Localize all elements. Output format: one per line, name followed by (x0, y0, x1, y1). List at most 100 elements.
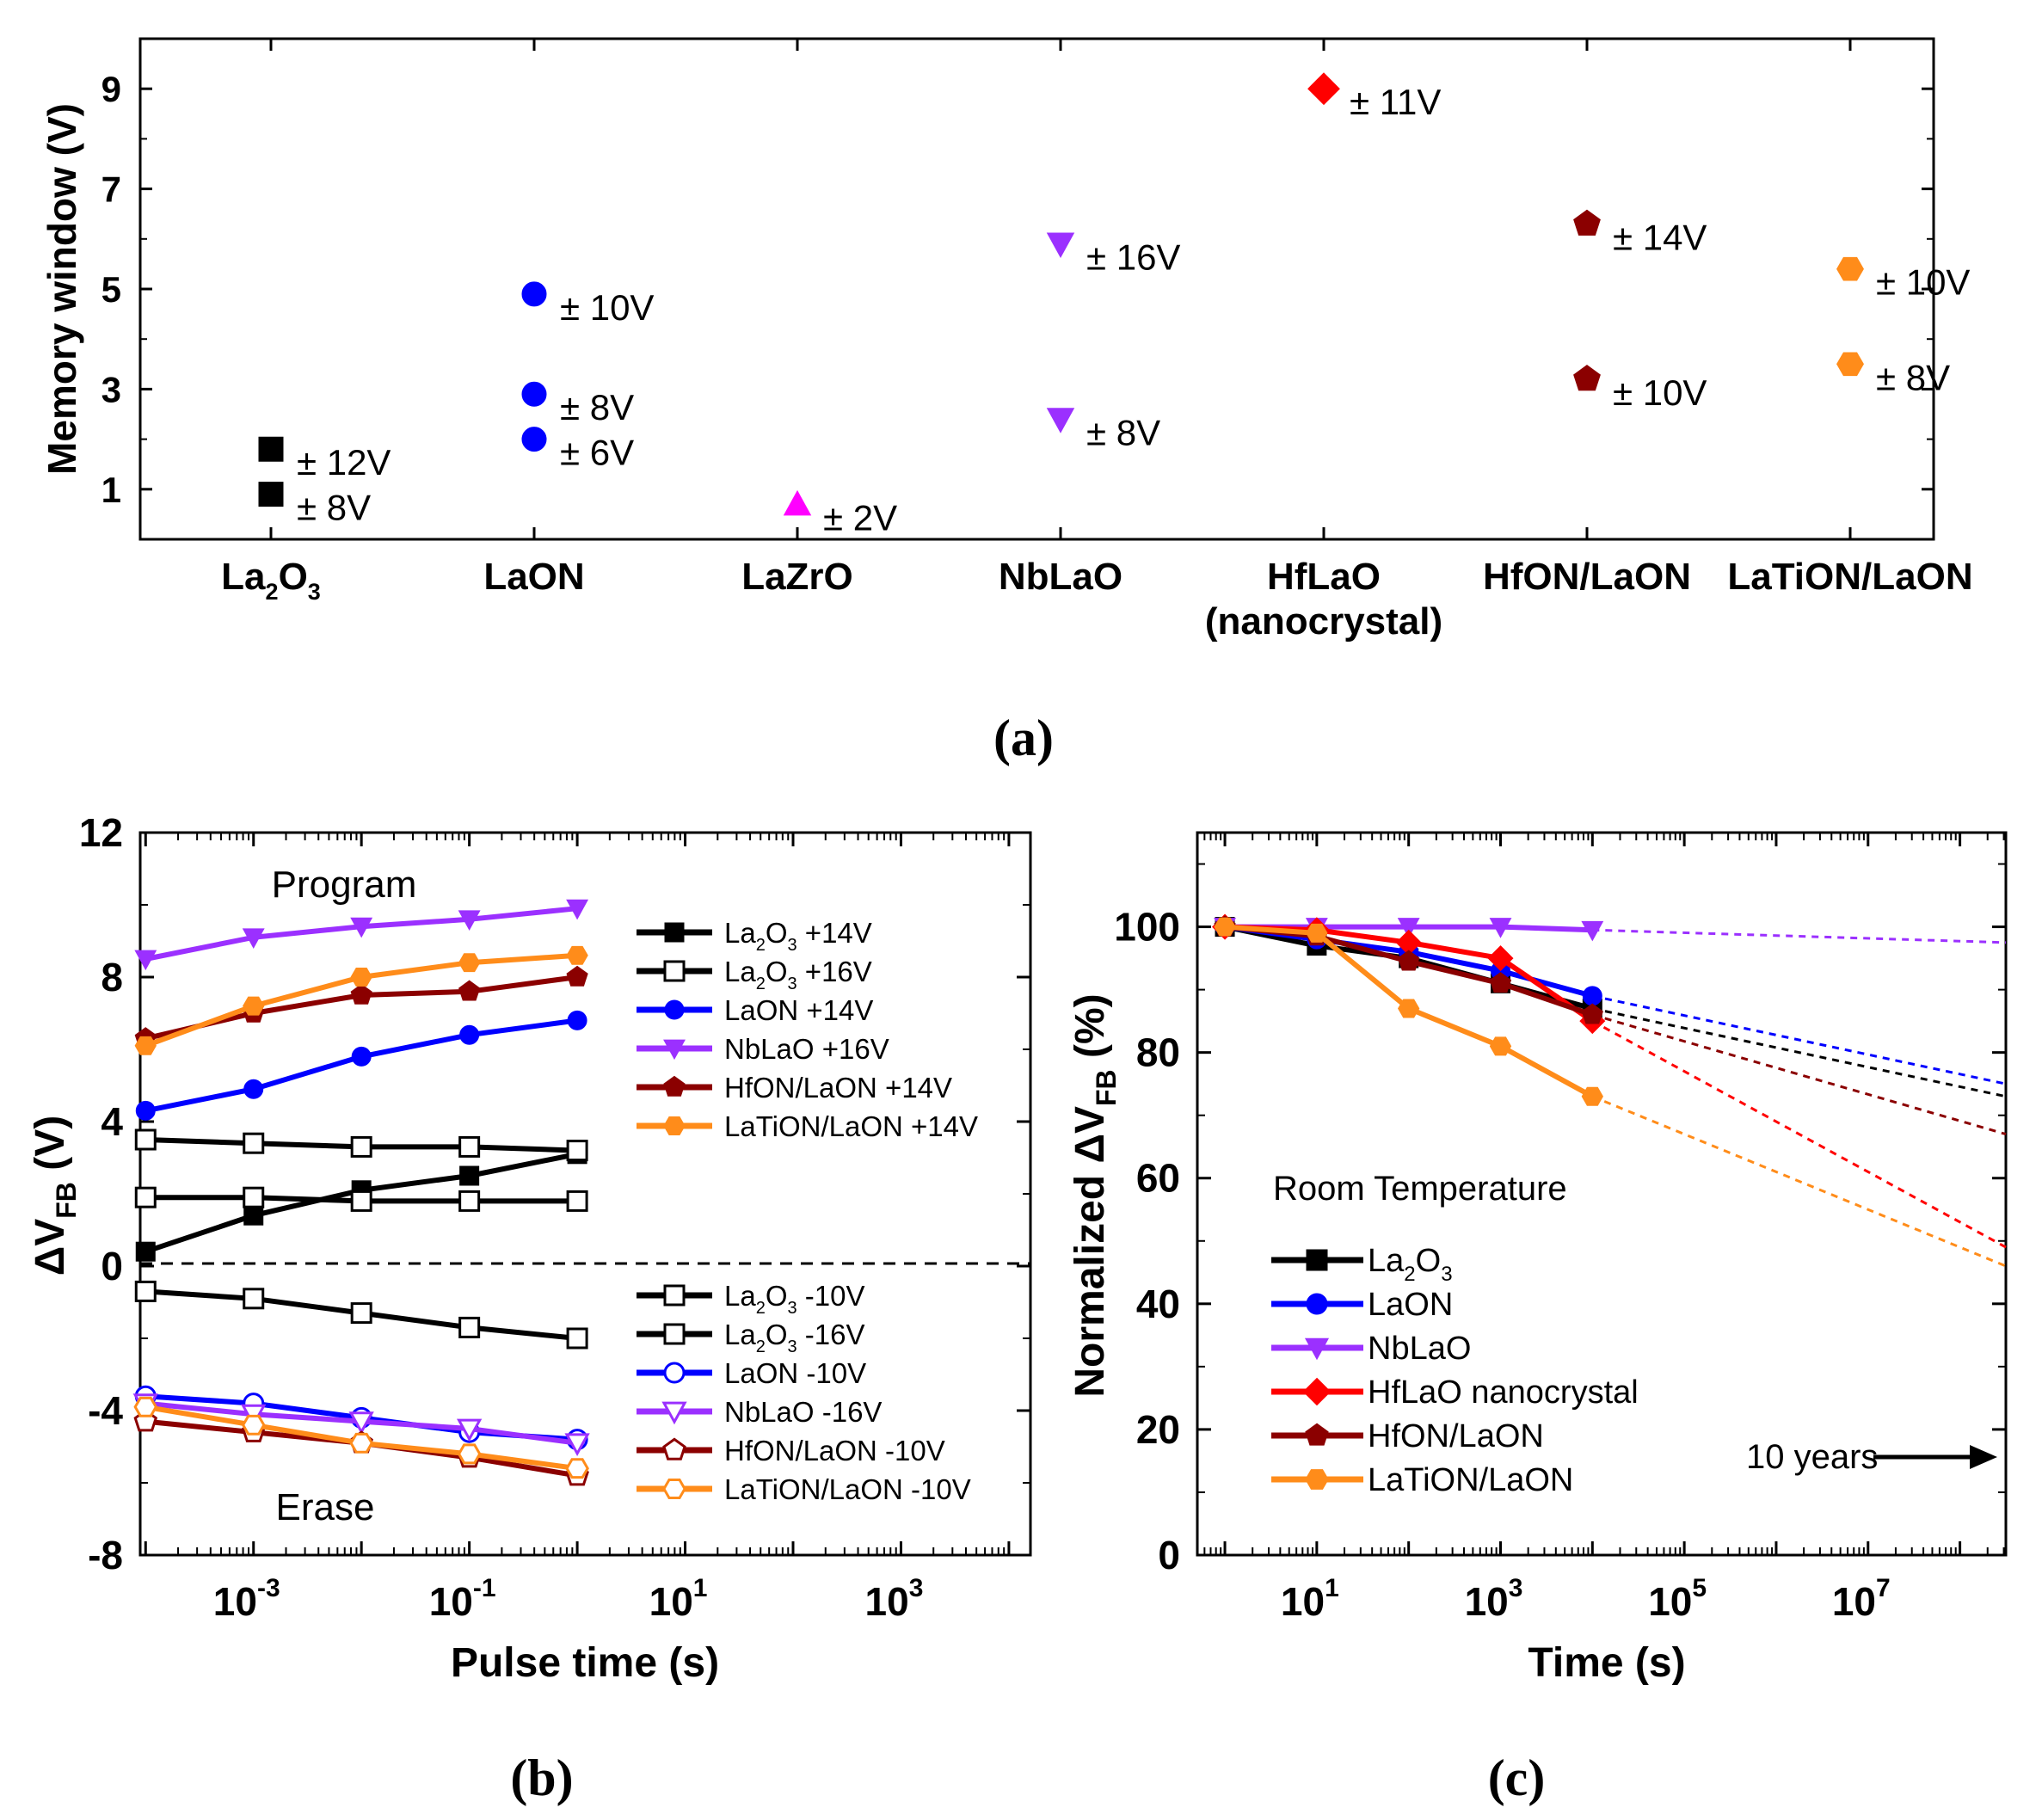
series-point (133, 1396, 158, 1417)
legend-label: LaTiON/LaON -10V (724, 1473, 971, 1505)
panel-c-arrow-head (1970, 1445, 1997, 1469)
y-tick-label: 9 (101, 69, 121, 109)
series-point (135, 1241, 156, 1262)
data-point (1573, 209, 1601, 236)
y-tick-label: 0 (101, 1244, 123, 1288)
text-run: O (766, 956, 788, 987)
data-point (521, 427, 547, 452)
series-point (1489, 972, 1512, 993)
text-run: O (766, 917, 788, 949)
panel-c-y-axis-title: Normalized ΔVFB (%) (1067, 993, 1122, 1397)
y-tick-label: 0 (1158, 1533, 1180, 1577)
series-point (350, 983, 372, 1005)
legend-swatch-marker (1306, 1249, 1328, 1271)
legend-label: HfON/LaON +14V (724, 1072, 952, 1104)
data-point-label: ± 16V (1086, 237, 1180, 278)
legend-swatch-marker (1306, 1293, 1328, 1315)
y-axis-title-sub: FB (1091, 1069, 1122, 1106)
text-run: La (724, 1319, 756, 1350)
series-point (458, 910, 481, 931)
series-point (1398, 950, 1420, 971)
subscript: 3 (1441, 1263, 1452, 1286)
y-axis-title-text: ΔVFB (V) (28, 1116, 82, 1276)
legend-label: LaON +14V (724, 994, 873, 1026)
series-point (458, 1316, 481, 1338)
text-run: O (766, 1319, 788, 1350)
x-tick-label: 101 (1281, 1574, 1339, 1624)
series-point (134, 950, 157, 971)
data-point (258, 482, 284, 507)
data-point (521, 381, 547, 407)
series-point (350, 968, 372, 987)
data-point (1836, 352, 1864, 377)
panel-c-plot-frame (1196, 831, 2008, 1557)
series-point (1489, 1036, 1512, 1056)
tick-base: 10 (1832, 1579, 1876, 1624)
data-point-label: ± 10V (1613, 372, 1707, 413)
data-point-label: ± 8V (1876, 357, 1950, 397)
legend-swatch-marker (662, 1437, 686, 1460)
legend-swatch-marker (663, 1362, 686, 1384)
text-run: -10V (797, 1280, 865, 1312)
series-point (350, 1135, 372, 1158)
tick-exponent: 5 (1692, 1574, 1707, 1602)
series-point (1581, 1003, 1603, 1024)
legend-swatch-marker (1305, 1423, 1329, 1446)
legend-swatch-marker (664, 999, 685, 1020)
series-point (1306, 923, 1328, 943)
y-tick-label: 5 (101, 269, 121, 310)
series-point (1581, 920, 1604, 942)
series-point (565, 1458, 589, 1479)
x-tick-label: 101 (649, 1574, 708, 1624)
y-tick-label: 4 (101, 1099, 123, 1144)
series-point (566, 899, 589, 920)
series-point (243, 1079, 264, 1099)
data-point-label: ± 2V (823, 497, 897, 538)
legend-label: NbLaO (1368, 1331, 1471, 1367)
text-run: -16V (797, 1319, 865, 1350)
subscript: 3 (788, 975, 797, 993)
y-tick-label: 12 (79, 810, 123, 855)
text-run: O (1416, 1243, 1442, 1279)
series-point (566, 945, 588, 965)
legend-label: HfLaO nanocrystal (1368, 1374, 1639, 1411)
panel-a-y-axis-title: Memory window (V) (40, 103, 84, 475)
extrapolation-line (1591, 1013, 2007, 1136)
subscript: 2 (756, 936, 766, 955)
data-point (1046, 232, 1075, 259)
series-point (349, 1432, 374, 1454)
series-point (135, 1100, 156, 1121)
series-point (1397, 918, 1420, 938)
series-point (564, 1433, 590, 1457)
x-category-label: La2O3 (221, 556, 321, 605)
tick-exponent: 1 (1325, 1574, 1339, 1602)
tick-exponent: -3 (257, 1574, 280, 1602)
series-point (1214, 917, 1236, 937)
legend-label: La2O3 (1368, 1243, 1453, 1286)
tick-base: 10 (429, 1579, 473, 1624)
y-tick-label: -8 (88, 1533, 123, 1577)
text-run: O (766, 1280, 788, 1312)
y-tick-label: 60 (1136, 1156, 1180, 1201)
legend-label: La2O3 +14V (724, 917, 872, 955)
legend-label: LaON -10V (724, 1357, 866, 1389)
legend-swatch-marker (1305, 1469, 1329, 1490)
series-point (1489, 918, 1512, 938)
series-point (1582, 986, 1602, 1006)
legend-swatch-marker (1302, 1377, 1332, 1406)
series-point (350, 917, 373, 938)
series-point (458, 1190, 481, 1212)
panel-c-arrow-label: 10 years (1746, 1438, 1878, 1476)
tick-base: 10 (1281, 1579, 1325, 1624)
series-point (456, 1418, 483, 1442)
panel-b-label: (b) (510, 1749, 573, 1806)
panel-b-annotation-erase: Erase (276, 1486, 375, 1528)
series-point (134, 1186, 157, 1208)
